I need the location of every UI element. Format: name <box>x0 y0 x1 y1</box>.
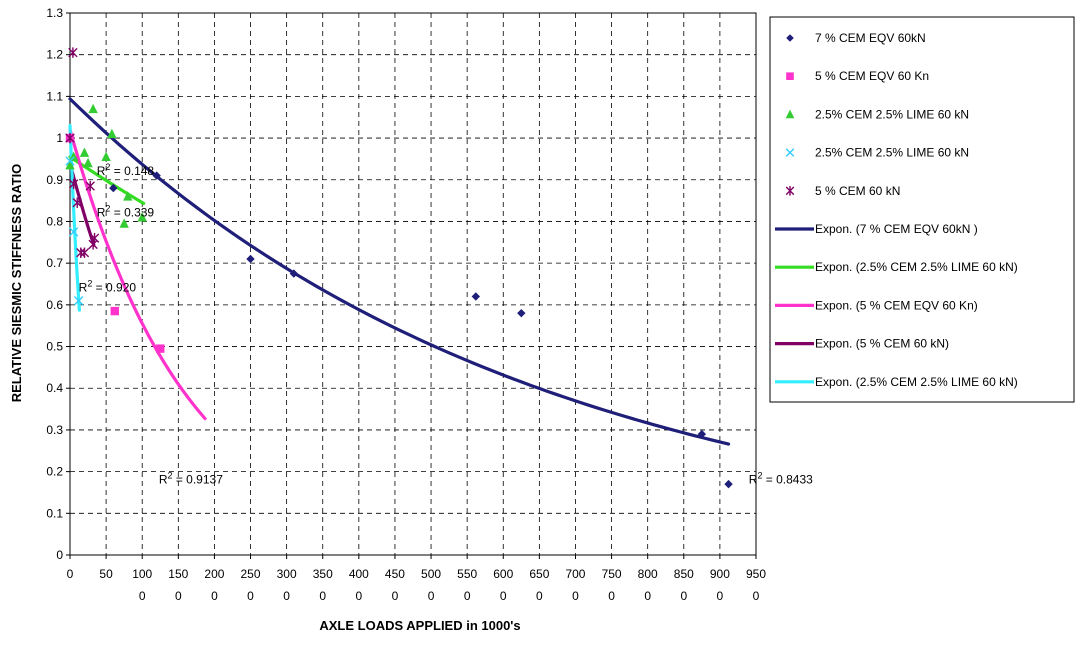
y-tick-label: 0.7 <box>46 256 63 270</box>
r-squared-label: R2 = 0.339 <box>97 203 155 219</box>
legend-entry: 5 % CEM 60 kN <box>815 184 900 198</box>
data-point <box>83 158 92 167</box>
y-tick-label: 0.6 <box>46 298 63 312</box>
y-tick-label: 0.2 <box>46 465 63 479</box>
x-tick-label: 750 <box>602 567 622 581</box>
x-tick-label: 550 <box>457 567 477 581</box>
x-tick-label: 200 <box>204 567 224 581</box>
x-tick-label: 100 <box>132 567 152 581</box>
data-point <box>246 255 254 263</box>
x-tick-label-line2: 0 <box>428 589 435 603</box>
legend-entry: Expon. (7 % CEM EQV 60kN ) <box>815 222 978 236</box>
y-tick-label: 0.8 <box>46 214 63 228</box>
legend: 7 % CEM EQV 60kN 5 % CEM EQV 60 Kn 2.5% CE… <box>770 17 1074 402</box>
x-tick-label: 50 <box>99 567 113 581</box>
y-tick-label: 0 <box>56 548 63 562</box>
x-tick-label: 150 <box>168 567 188 581</box>
x-tick-label: 650 <box>529 567 549 581</box>
y-tick-label: 1 <box>56 131 63 145</box>
x-tick-label: 250 <box>241 567 261 581</box>
x-tick-label-line2: 0 <box>717 589 724 603</box>
data-point <box>786 72 794 80</box>
y-tick-label: 0.1 <box>46 506 63 520</box>
data-point <box>88 104 97 113</box>
x-tick-label: 500 <box>421 567 441 581</box>
r-squared-label: R2 = 0.920 <box>79 279 137 295</box>
x-tick-label: 800 <box>638 567 658 581</box>
x-tick-label-line2: 0 <box>211 589 218 603</box>
x-tick-label: 950 <box>746 567 766 581</box>
y-tick-label: 0.3 <box>46 423 63 437</box>
legend-entry: 2.5% CEM 2.5% LIME 60 kN <box>815 146 969 160</box>
x-tick-label-line2: 0 <box>753 589 760 603</box>
x-tick-label: 300 <box>277 567 297 581</box>
trendlines <box>70 99 729 444</box>
legend-entry: 2.5% CEM 2.5% LIME 60 kN <box>815 107 969 121</box>
legend-entry: 7 % CEM EQV 60kN <box>815 31 926 45</box>
x-tick-label: 400 <box>349 567 369 581</box>
x-tick-label: 700 <box>565 567 585 581</box>
x-tick-label-line2: 0 <box>608 589 615 603</box>
x-tick-label: 600 <box>493 567 513 581</box>
y-axis-title: RELATIVE SIESMIC STIFFNESS RATIO <box>9 164 24 403</box>
x-tick-label: 450 <box>385 567 405 581</box>
x-tick-label: 900 <box>710 567 730 581</box>
y-tick-label: 0.9 <box>46 173 63 187</box>
legend-entry: 5 % CEM EQV 60 Kn <box>815 69 929 83</box>
legend-entry: Expon. (5 % CEM 60 kN) <box>815 337 949 351</box>
data-points <box>65 47 732 488</box>
x-tick-label-line2: 0 <box>175 589 182 603</box>
x-tick-label-line2: 0 <box>392 589 399 603</box>
r-squared-label: R2 = 0.9137 <box>159 470 223 486</box>
data-point <box>101 152 110 161</box>
x-tick-label-line2: 0 <box>536 589 543 603</box>
r-squared-label: R2 = 0.148 <box>97 162 155 178</box>
x-tick-label: 850 <box>674 567 694 581</box>
x-tick-label-line2: 0 <box>680 589 687 603</box>
data-point <box>119 218 128 227</box>
y-tick-label: 1.1 <box>46 89 63 103</box>
data-point <box>80 147 89 156</box>
x-tick-label: 0 <box>67 567 74 581</box>
x-tick-label-line2: 0 <box>464 589 471 603</box>
x-tick-label-line2: 0 <box>283 589 290 603</box>
r-squared-label: R2 = 0.8433 <box>749 470 813 486</box>
data-point <box>724 480 732 488</box>
legend-entry: Expon. (2.5% CEM 2.5% LIME 60 kN) <box>815 260 1018 274</box>
x-tick-label: 350 <box>313 567 333 581</box>
data-point <box>472 292 480 300</box>
trendline <box>70 99 729 444</box>
x-tick-label-line2: 0 <box>355 589 362 603</box>
data-point <box>111 307 119 315</box>
x-tick-label-line2: 0 <box>644 589 651 603</box>
legend-entry: Expon. (2.5% CEM 2.5% LIME 60 kN) <box>815 375 1018 389</box>
x-tick-label-line2: 0 <box>247 589 254 603</box>
x-tick-label-line2: 0 <box>139 589 146 603</box>
data-point <box>89 239 97 249</box>
legend-entry: Expon. (5 % CEM EQV 60 Kn) <box>815 298 978 312</box>
y-tick-label: 0.5 <box>46 340 63 354</box>
y-tick-label: 1.2 <box>46 48 63 62</box>
data-point <box>517 309 525 317</box>
data-point <box>156 344 164 352</box>
y-tick-label: 1.3 <box>46 6 63 20</box>
x-tick-label-line2: 0 <box>500 589 507 603</box>
y-tick-label: 0.4 <box>46 381 63 395</box>
x-tick-label-line2: 0 <box>572 589 579 603</box>
x-axis-title: AXLE LOADS APPLIED in 1000's <box>319 618 520 633</box>
x-tick-label-line2: 0 <box>319 589 326 603</box>
